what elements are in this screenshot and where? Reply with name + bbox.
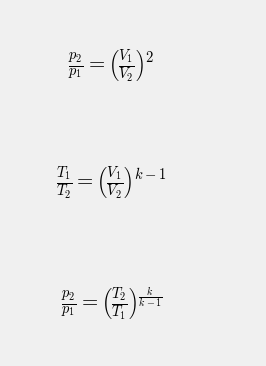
- Text: $\frac{p_2}{p_1} = \left(\frac{V_1}{V_2}\right)^{2}$: $\frac{p_2}{p_1} = \left(\frac{V_1}{V_2}…: [68, 48, 155, 84]
- Text: $\frac{T_1}{T_2} = \left(\frac{V_1}{V_2}\right)^{k-1}$: $\frac{T_1}{T_2} = \left(\frac{V_1}{V_2}…: [56, 165, 167, 201]
- Text: $\frac{p_2}{p_1} = \left(\frac{T_2}{T_1}\right)^{\frac{k}{k-1}}$: $\frac{p_2}{p_1} = \left(\frac{T_2}{T_1}…: [61, 285, 163, 322]
